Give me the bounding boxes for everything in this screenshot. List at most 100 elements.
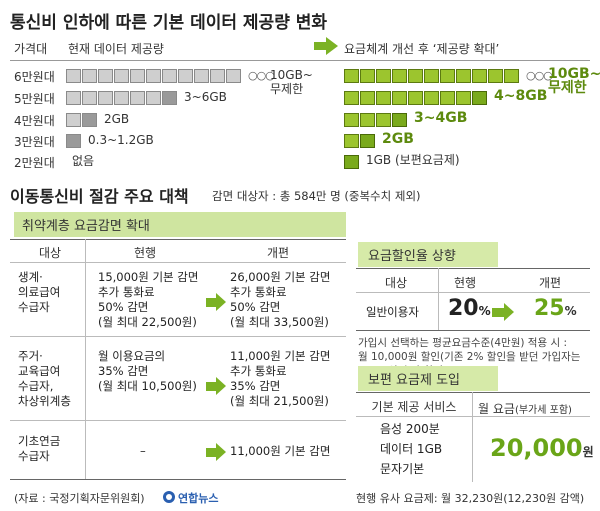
pct-arrow-icon (492, 303, 514, 321)
after-block (456, 69, 471, 83)
after-pct-unit: % (564, 304, 577, 318)
current-block (98, 91, 113, 105)
after-block (408, 91, 423, 105)
after-block (392, 69, 407, 83)
right-header-current: 현행 (453, 276, 477, 290)
after-bar (344, 69, 519, 83)
current-block (146, 69, 161, 83)
right-header-after: 개편 (538, 276, 562, 290)
after-value: 2GB (382, 131, 414, 147)
tier-label: 5만원대 (14, 92, 55, 106)
after-block (344, 113, 359, 127)
universal-price-unit: 원 (582, 445, 594, 459)
left-row2-after: 11,000원 기본 감면 추가 통화료 35% 감면 (월 최대 21,500… (230, 349, 331, 408)
page-title: 통신비 인하에 따른 기본 데이터 제공량 변화 (10, 13, 328, 33)
left-row3-target: 기초연금 수급자 (18, 434, 61, 463)
current-block (82, 91, 97, 105)
current-value: 0.3~1.2GB (88, 133, 154, 147)
after-block (376, 69, 391, 83)
service-sms: 문자기본 (380, 462, 425, 476)
current-block (162, 69, 177, 83)
section-title: 이동통신비 절감 주요 대책 (10, 187, 189, 206)
right-top-bottom (356, 330, 590, 331)
more-dots-icon: ○○○ (248, 69, 275, 82)
left-table-banner: 취약계층 요금감면 확대 (14, 212, 346, 237)
chart-header-divider (10, 60, 590, 61)
price-header-sub: (부가세 포함) (514, 405, 572, 416)
current-block (98, 69, 113, 83)
after-block (440, 69, 455, 83)
right-bottom-col-divider (472, 392, 473, 482)
source-text: (자료 : 국정기획자문위원회) (14, 492, 145, 505)
after-block (456, 91, 471, 105)
after-pct-value: 25 (534, 296, 565, 321)
after-block (360, 69, 375, 83)
after-block (392, 91, 407, 105)
left-col-divider (85, 239, 86, 479)
current-pct: 20% (448, 296, 491, 321)
current-block (162, 91, 177, 105)
current-block (66, 91, 81, 105)
price-header: 월 요금(부가세 포함) (478, 398, 572, 417)
after-block (392, 113, 407, 127)
after-pct: 25% (534, 296, 577, 321)
service-data: 데이터 1GB (380, 442, 443, 456)
current-value: 3~6GB (184, 90, 227, 104)
current-bar (66, 113, 97, 127)
row2-arrow-icon (206, 377, 226, 395)
left-row1-target: 생계· 의료급여 수급자 (18, 270, 61, 314)
current-block (82, 113, 97, 127)
right-top-line (356, 268, 590, 269)
left-row1-divider (10, 336, 346, 337)
universal-price-value: 20,000 (490, 434, 583, 462)
current-block (210, 69, 225, 83)
left-row3-current: – (140, 444, 146, 458)
tier-label: 6만원대 (14, 70, 55, 84)
right-top-banner: 요금할인율 상향 (358, 242, 498, 267)
left-header-target: 대상 (38, 246, 62, 260)
current-block (66, 69, 81, 83)
left-table-bottom (10, 479, 346, 480)
after-block (424, 69, 439, 83)
tier-label: 2만원대 (14, 156, 55, 170)
row1-arrow-icon (206, 293, 226, 311)
current-block (66, 134, 81, 148)
right-row-target: 일반이용자 (366, 305, 419, 319)
current-bar (66, 134, 81, 148)
after-value: 1GB (보편요금제) (366, 153, 460, 167)
current-value: 10GB~ 무제한 (270, 68, 313, 96)
current-pct-unit: % (478, 304, 491, 318)
after-value: 10GB~ 무제한 (548, 66, 600, 96)
service-header: 기본 제공 서비스 (371, 400, 457, 414)
after-block (360, 113, 375, 127)
after-bar (344, 155, 359, 169)
current-block (114, 91, 129, 105)
after-value: 3~4GB (414, 110, 468, 126)
tier-label: 3만원대 (14, 135, 55, 149)
current-value: 없음 (72, 154, 95, 168)
after-block (344, 155, 359, 169)
price-tier-header: 가격대 (14, 42, 48, 56)
current-block (194, 69, 209, 83)
after-block (360, 134, 375, 148)
left-header-after: 개편 (266, 246, 290, 260)
left-row2-current: 월 이용요금의 35% 감면 (월 최대 10,500원) (98, 349, 197, 393)
after-block (504, 69, 519, 83)
current-block (130, 91, 145, 105)
yonhap-logo-icon (162, 489, 176, 508)
current-pct-value: 20 (448, 296, 479, 321)
left-table-top (10, 239, 346, 240)
right-col-divider (438, 268, 439, 330)
current-header: 현재 데이터 제공량 (68, 42, 164, 56)
left-row2-target: 주거· 교육급여 수급자, 차상위계층 (18, 349, 71, 408)
section-subtitle: 감면 대상자 : 총 584만 명 (중복수치 제외) (212, 189, 421, 203)
left-row1-after: 26,000원 기본 감면 추가 통화료 50% 감면 (월 최대 33,500… (230, 270, 331, 329)
right-header-target: 대상 (384, 276, 408, 290)
right-bottom-banner: 보편 요금제 도입 (358, 366, 498, 391)
after-block (344, 69, 359, 83)
arrow-icon (314, 37, 338, 59)
similar-plan-note: 현행 유사 요금제: 월 32,230원(12,230원 감액) (356, 492, 585, 505)
after-block (472, 91, 487, 105)
after-block (408, 69, 423, 83)
more-dots-icon: ○○○ (526, 69, 553, 82)
